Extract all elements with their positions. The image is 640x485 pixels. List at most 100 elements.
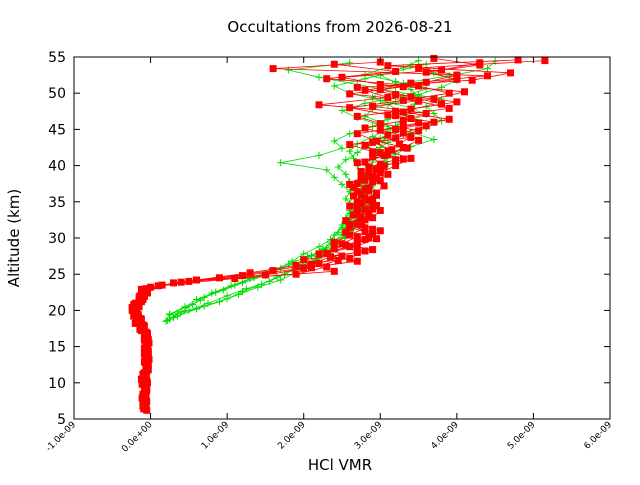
data-point: [346, 231, 354, 239]
data-point: [399, 117, 407, 125]
data-point: [147, 283, 155, 291]
data-point: [369, 148, 377, 156]
x-tick-label: 4.0e-09: [429, 420, 461, 452]
data-point: [137, 285, 145, 293]
data-point: [353, 149, 361, 157]
data-point: [140, 369, 148, 377]
data-point: [407, 79, 415, 87]
data-point: [514, 56, 522, 64]
data-point: [392, 91, 400, 99]
data-point: [300, 256, 308, 264]
data-point: [141, 354, 149, 362]
data-point: [376, 120, 384, 128]
data-point: [254, 283, 262, 291]
data-point: [422, 78, 430, 86]
y-tick-label: 5: [57, 412, 66, 428]
data-point: [140, 293, 148, 301]
data-point: [392, 134, 400, 142]
data-point: [468, 76, 476, 84]
data-point: [346, 59, 354, 67]
y-tick-label: 25: [48, 267, 66, 283]
data-point: [269, 267, 277, 275]
data-point: [315, 101, 323, 109]
data-point: [461, 88, 468, 96]
data-point: [353, 130, 361, 138]
data-point: [330, 82, 338, 90]
data-point: [227, 282, 235, 290]
data-point: [484, 65, 491, 73]
data-point: [376, 169, 384, 177]
data-point: [315, 250, 323, 258]
data-point: [507, 69, 514, 77]
data-point: [365, 184, 373, 192]
data-point: [338, 180, 346, 188]
data-point: [369, 195, 377, 203]
data-point: [143, 329, 151, 337]
data-point: [143, 387, 151, 395]
data-point: [323, 263, 331, 271]
data-point: [277, 159, 285, 167]
data-point: [399, 64, 407, 72]
data-point: [353, 242, 361, 250]
data-point: [353, 198, 361, 206]
data-point: [445, 89, 453, 97]
data-point: [277, 276, 285, 284]
x-tick-label: 1.0e-09: [200, 420, 232, 452]
data-point: [342, 170, 350, 178]
data-point: [357, 173, 365, 181]
data-point: [141, 372, 149, 380]
data-point: [177, 278, 185, 286]
data-point: [334, 228, 342, 236]
data-point: [422, 122, 430, 130]
data-point: [392, 156, 400, 164]
data-point: [453, 75, 461, 83]
data-point: [327, 253, 334, 261]
chart-title: Occultations from 2026-08-21: [227, 18, 452, 36]
data-point: [361, 124, 369, 132]
data-point: [342, 195, 350, 203]
data-point: [163, 317, 171, 324]
data-point: [445, 104, 453, 112]
data-point: [200, 302, 208, 310]
data-point: [357, 167, 365, 175]
data-point: [239, 272, 246, 280]
data-point: [346, 180, 354, 188]
data-point: [346, 130, 354, 138]
data-point: [399, 96, 407, 104]
data-point: [369, 94, 377, 101]
data-point: [541, 57, 549, 65]
data-point: [342, 217, 350, 225]
data-point: [346, 254, 354, 262]
data-point: [307, 260, 315, 268]
data-point: [242, 285, 250, 293]
data-point: [415, 119, 423, 127]
data-point: [330, 60, 338, 68]
plot-data: [128, 54, 549, 414]
y-axis-label: Altitude (km): [5, 189, 23, 287]
data-point: [323, 249, 331, 257]
data-point: [453, 98, 461, 106]
data-point: [128, 304, 136, 311]
data-point: [350, 211, 357, 219]
data-point: [143, 398, 151, 406]
data-point: [369, 199, 377, 206]
data-point: [334, 256, 342, 264]
data-point: [376, 227, 384, 235]
data-point: [361, 86, 369, 94]
data-point: [388, 146, 396, 154]
data-point: [139, 390, 147, 398]
data-point: [430, 110, 438, 117]
data-point: [350, 154, 357, 162]
data-point: [376, 177, 384, 185]
data-point: [357, 213, 365, 221]
data-point: [130, 312, 138, 320]
data-point: [196, 296, 204, 304]
data-point: [231, 275, 239, 282]
y-tick-label: 15: [48, 340, 66, 356]
y-tick-label: 40: [48, 159, 66, 175]
data-point: [380, 162, 388, 170]
y-tick-label: 55: [48, 50, 66, 66]
data-point: [369, 138, 377, 146]
data-point: [384, 170, 392, 178]
